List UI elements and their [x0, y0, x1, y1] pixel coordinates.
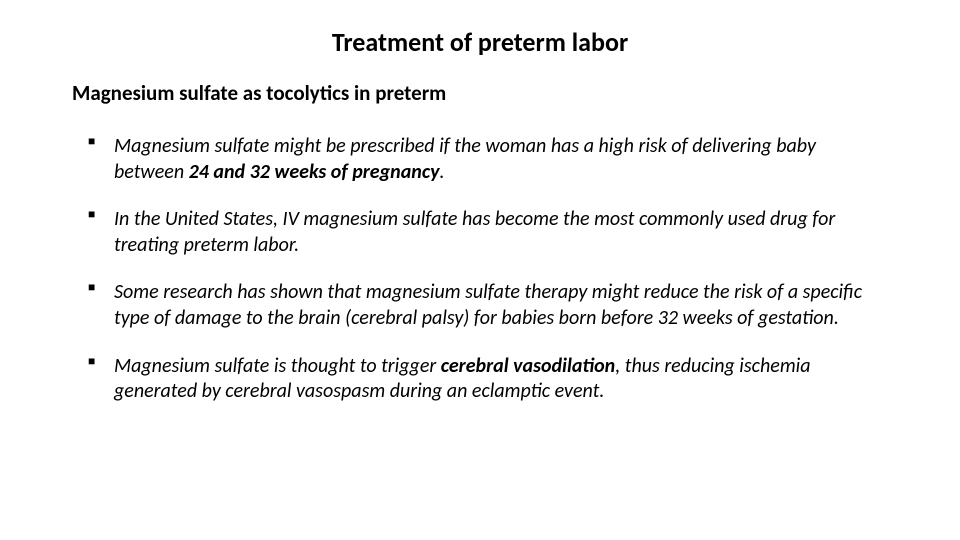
body-text: .: [439, 160, 444, 184]
list-item: Magnesium sulfate might be prescribed if…: [98, 134, 882, 185]
slide: Treatment of preterm labor Magnesium sul…: [0, 0, 960, 540]
bullet-list: Magnesium sulfate might be prescribed if…: [72, 134, 888, 405]
list-item: In the United States, IV magnesium sulfa…: [98, 207, 882, 258]
emphasis-text: 24 and 32 weeks of pregnancy: [189, 160, 440, 184]
body-text: Some research has shown that magnesium s…: [114, 280, 862, 330]
slide-title: Treatment of preterm labor: [72, 26, 888, 58]
list-item: Magnesium sulfate is thought to trigger …: [98, 354, 882, 405]
emphasis-text: cerebral vasodilation: [441, 354, 615, 378]
slide-subtitle: Magnesium sulfate as tocolytics in prete…: [72, 80, 888, 106]
list-item: Some research has shown that magnesium s…: [98, 280, 882, 331]
body-text: Magnesium sulfate is thought to trigger: [114, 354, 441, 378]
body-text: In the United States, IV magnesium sulfa…: [114, 207, 835, 257]
